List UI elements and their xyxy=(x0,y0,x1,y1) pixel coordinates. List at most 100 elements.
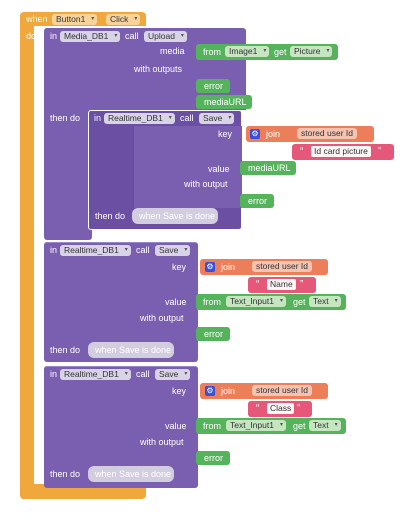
save1-value-mediaurl[interactable] xyxy=(240,161,296,175)
save3-then-do-label: then do xyxy=(50,469,81,479)
save3-outline xyxy=(44,366,198,488)
upload-call-footer xyxy=(44,110,92,240)
gear-icon[interactable]: ⚙ xyxy=(250,129,260,139)
upload-output-error-text: error xyxy=(204,81,224,91)
save2-join-arg2-text[interactable]: Name xyxy=(267,279,296,290)
upload-media-get: get xyxy=(274,47,287,57)
save3-method-text: Save xyxy=(159,369,179,379)
chevron-down-icon: ▾ xyxy=(263,48,267,54)
save2-outline xyxy=(44,242,198,362)
save3-then-event-text: when Save is done xyxy=(95,469,172,479)
save2-value-from: from xyxy=(203,297,221,307)
save3-method-dropdown[interactable]: Save ▾ xyxy=(155,369,191,380)
save1-output-error[interactable] xyxy=(240,194,274,208)
save3-value-from: from xyxy=(203,421,221,431)
save1-then-event-text: when Save is done xyxy=(139,211,216,221)
save1-in-label: in xyxy=(94,113,102,123)
save2-in-label: in xyxy=(50,245,58,255)
save2-value-component-text: Text_Input1 xyxy=(230,296,274,306)
chevron-down-icon: ▾ xyxy=(124,371,128,377)
gear-icon[interactable]: ⚙ xyxy=(205,262,215,272)
open-quote-icon: “ xyxy=(256,279,260,290)
chevron-down-icon: ▾ xyxy=(334,298,338,304)
save3-value-label: value xyxy=(165,421,187,431)
save1-join-arg1[interactable]: stored user Id xyxy=(297,128,357,139)
chevron-down-icon: ▾ xyxy=(184,371,188,377)
save1-then-event[interactable] xyxy=(132,208,218,224)
save2-join-arg1[interactable]: stored user Id xyxy=(252,261,312,272)
save2-key-label: key xyxy=(172,262,187,272)
save1-join-arg2-text[interactable]: Id card picture xyxy=(311,146,371,157)
upload-media-component-text: Image1 xyxy=(229,46,258,56)
save3-join-arg1-text: stored user Id xyxy=(256,385,308,395)
upload-component-text: Media_DB1 xyxy=(64,31,109,41)
save3-join-arg1[interactable]: stored user Id xyxy=(252,385,312,396)
save2-value-get: get xyxy=(293,297,306,307)
upload-with-outputs-label: with outputs xyxy=(134,64,183,74)
save2-output-error[interactable] xyxy=(196,327,230,341)
upload-media-label: media xyxy=(160,46,185,56)
close-quote-icon: ” xyxy=(300,279,304,290)
save2-then-event[interactable] xyxy=(88,342,174,358)
open-quote-icon: “ xyxy=(256,403,260,414)
chevron-down-icon: ▾ xyxy=(91,16,95,22)
save3-value-component-dropdown[interactable]: Text_Input1 ▾ xyxy=(226,420,286,431)
upload-media-property-dropdown[interactable]: Picture ▾ xyxy=(290,46,333,57)
save2-value-component-dropdown[interactable]: Text_Input1 ▾ xyxy=(226,296,286,307)
event-name-dropdown[interactable]: Click ▾ xyxy=(106,14,141,25)
chevron-down-icon: ▾ xyxy=(228,115,232,121)
event-component-text: Button1 xyxy=(56,14,86,24)
when-label: when xyxy=(26,14,48,24)
upload-output-mediaurl[interactable] xyxy=(196,95,252,109)
save2-value-property-text: Text xyxy=(313,296,329,306)
gear-icon[interactable]: ⚙ xyxy=(205,386,215,396)
upload-method-text: Upload xyxy=(148,31,175,41)
chevron-down-icon: ▾ xyxy=(279,422,283,428)
event-component-dropdown[interactable]: Button1 ▾ xyxy=(52,14,98,25)
chevron-down-icon: ▾ xyxy=(168,115,172,121)
chevron-down-icon: ▾ xyxy=(114,33,118,39)
save3-value-property-text: Text xyxy=(313,420,329,430)
save1-key-label: key xyxy=(218,129,233,139)
save2-method-dropdown[interactable]: Save ▾ xyxy=(155,245,191,256)
chevron-down-icon: ▾ xyxy=(326,48,330,54)
save2-component-dropdown[interactable]: Realtime_DB1 ▾ xyxy=(60,245,131,256)
upload-output-mediaurl-text: mediaURL xyxy=(204,97,247,107)
save3-join-label: join xyxy=(221,386,236,396)
save3-component-text: Realtime_DB1 xyxy=(64,369,119,379)
save2-output-error-text: error xyxy=(204,329,224,339)
save3-value-component-text: Text_Input1 xyxy=(230,420,274,430)
upload-call-label: call xyxy=(125,31,139,41)
upload-media-component-dropdown[interactable]: Image1 ▾ xyxy=(225,46,270,57)
save3-value-get: get xyxy=(293,421,306,431)
save1-then-do-label: then do xyxy=(95,211,126,221)
save2-with-output-label: with output xyxy=(140,313,184,323)
upload-method-dropdown[interactable]: Upload ▾ xyxy=(144,31,187,42)
save3-key-label: key xyxy=(172,386,187,396)
save3-value-property-dropdown[interactable]: Text ▾ xyxy=(309,420,341,431)
save3-call-label: call xyxy=(136,369,150,379)
upload-output-error[interactable] xyxy=(196,79,230,93)
upload-then-do-label: then do xyxy=(50,113,81,123)
do-label: do xyxy=(26,31,37,41)
upload-media-property-text: Picture xyxy=(294,46,321,56)
save1-with-output-label: with output xyxy=(184,179,228,189)
upload-media-from: from xyxy=(203,47,221,57)
chevron-down-icon: ▾ xyxy=(134,16,138,22)
save3-then-event[interactable] xyxy=(88,466,174,482)
save3-join-arg2-text[interactable]: Class xyxy=(267,403,295,414)
save3-output-error[interactable] xyxy=(196,451,230,465)
save2-component-text: Realtime_DB1 xyxy=(64,245,119,255)
save3-with-output-label: with output xyxy=(140,437,184,447)
save1-method-dropdown[interactable]: Save ▾ xyxy=(199,113,235,124)
open-quote-icon: “ xyxy=(300,146,304,157)
save2-call-label: call xyxy=(136,245,150,255)
save1-component-dropdown[interactable]: Realtime_DB1 ▾ xyxy=(104,113,175,124)
save3-component-dropdown[interactable]: Realtime_DB1 ▾ xyxy=(60,369,131,380)
save3-in-label: in xyxy=(50,369,58,379)
save2-value-property-dropdown[interactable]: Text ▾ xyxy=(309,296,341,307)
upload-component-dropdown[interactable]: Media_DB1 ▾ xyxy=(60,31,121,42)
save1-inner xyxy=(134,126,242,208)
chevron-down-icon: ▾ xyxy=(124,247,128,253)
save3-output-error-text: error xyxy=(204,453,224,463)
